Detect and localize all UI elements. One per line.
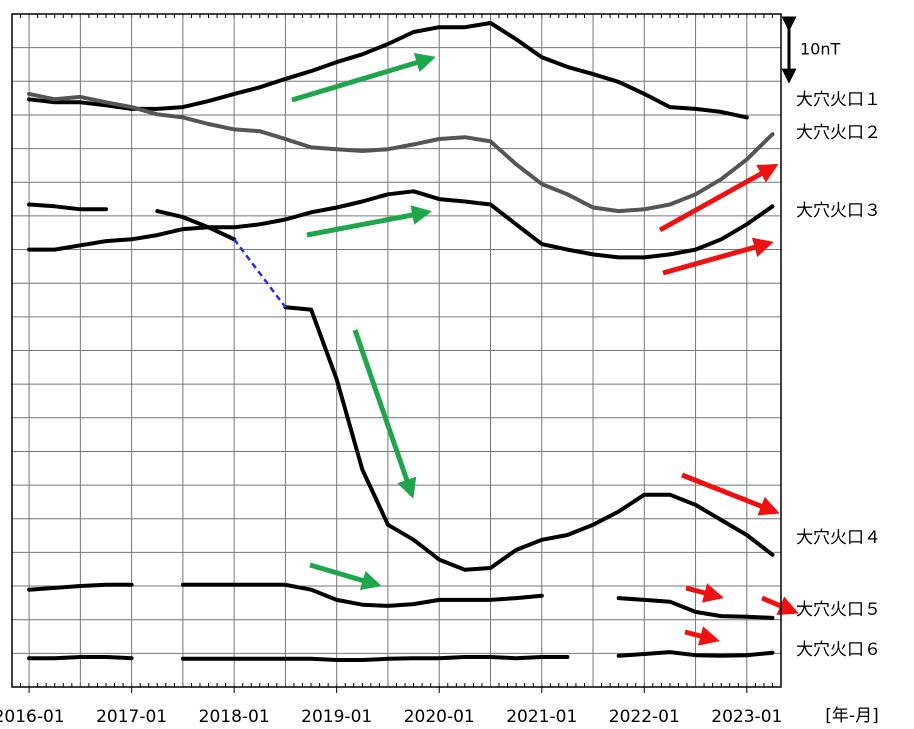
series-label: 大穴火口５ — [796, 600, 881, 620]
series — [27, 21, 775, 662]
green-arrow — [291, 53, 436, 103]
series-label: 大穴火口１ — [796, 90, 881, 110]
x-tick-label: 2022-01 — [609, 707, 680, 727]
x-tick-label: 2023-01 — [711, 707, 782, 727]
x-tick-label: 2020-01 — [404, 707, 475, 727]
x-tick-label: 2017-01 — [96, 707, 167, 727]
x-tick-label: 2018-01 — [199, 707, 270, 727]
red-arrow — [662, 237, 774, 276]
red-arrow — [685, 583, 724, 603]
x-axis-label: [年-月] — [825, 706, 878, 726]
series-line — [27, 189, 775, 260]
plot-frame — [11, 13, 782, 688]
red-arrow — [658, 163, 779, 233]
series-label: 大穴火口６ — [796, 640, 881, 660]
x-tick-label: 2016-01 — [0, 707, 65, 727]
series-label: 大穴火口２ — [796, 123, 881, 143]
series-label: 大穴火口３ — [796, 201, 881, 221]
red-arrow — [681, 472, 780, 516]
series-line — [27, 650, 775, 662]
series-line — [27, 202, 775, 572]
series-label: 大穴火口４ — [796, 528, 881, 548]
gap-bridge — [233, 238, 287, 308]
trend-arrows — [291, 53, 799, 646]
red-arrow — [684, 626, 720, 646]
green-arrow — [352, 329, 417, 499]
grid — [11, 13, 782, 693]
red-arrow — [761, 595, 799, 615]
x-tick-label: 2021-01 — [506, 707, 577, 727]
series-line — [27, 582, 775, 620]
green-arrow — [306, 205, 432, 238]
x-tick-label: 2019-01 — [301, 707, 372, 727]
green-arrow — [309, 562, 382, 591]
series-line — [27, 91, 775, 214]
series-line — [27, 21, 749, 120]
scale-bar-label: 10nT — [800, 40, 841, 59]
